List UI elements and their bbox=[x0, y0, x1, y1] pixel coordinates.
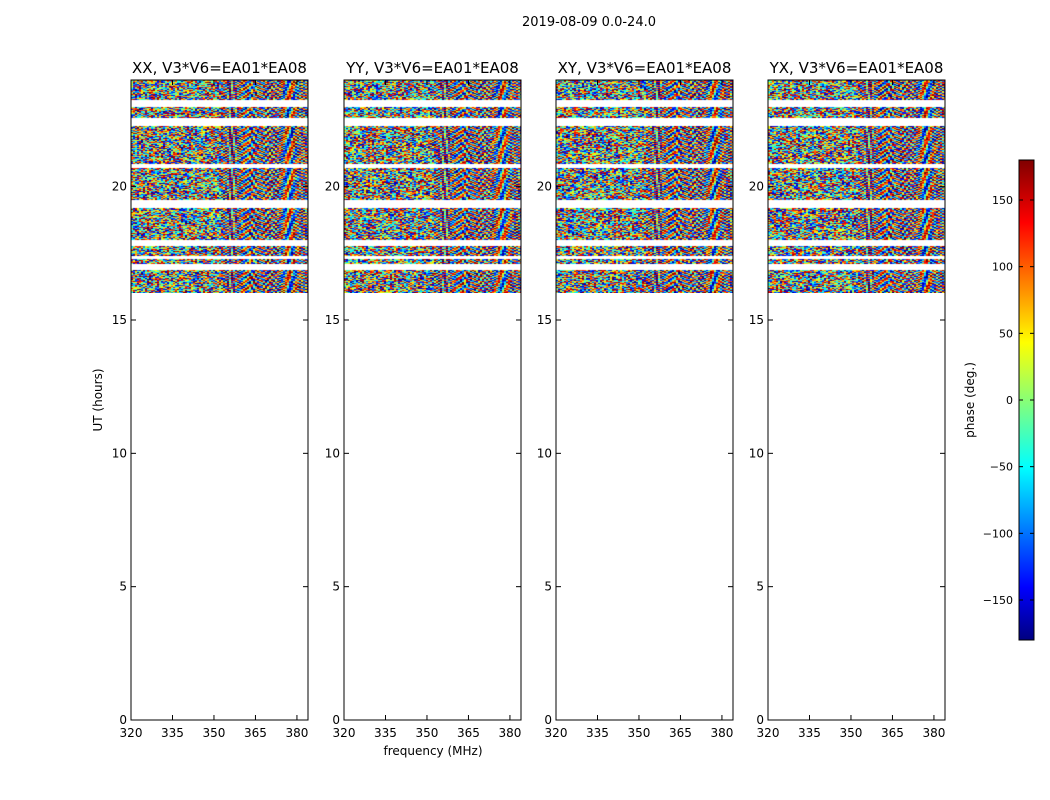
y-tick-label: 15 bbox=[112, 313, 127, 327]
y-tick-label: 5 bbox=[756, 580, 764, 594]
x-tick-label: 335 bbox=[798, 726, 821, 740]
panel-title: XX, V3*V6=EA01*EA08 bbox=[132, 59, 307, 77]
y-tick-label: 5 bbox=[332, 580, 340, 594]
panel-xx: XX, V3*V6=EA01*EA08 320 335 350 365 380 0 5 10 15… bbox=[112, 59, 309, 740]
y-tick-label: 5 bbox=[544, 580, 552, 594]
phase-heatmap-yx bbox=[768, 80, 945, 293]
y-tick-label: 10 bbox=[112, 446, 127, 460]
panel-frame bbox=[555, 79, 734, 721]
x-tick-label: 350 bbox=[628, 726, 651, 740]
colorbar-ticks: −150 −100 −50 0 50 100 150 bbox=[983, 194, 1034, 607]
y-tick-label: 20 bbox=[325, 180, 340, 194]
x-tick-label: 380 bbox=[922, 726, 945, 740]
panel-yy: YY, V3*V6=EA01*EA08 320 335 350 365 380 0 5 10 15… bbox=[325, 59, 522, 740]
x-axis-label: frequency (MHz) bbox=[383, 744, 482, 758]
y-axis-label: UT (hours) bbox=[91, 368, 105, 431]
x-tick-label: 380 bbox=[285, 726, 308, 740]
x-tick-label: 335 bbox=[586, 726, 609, 740]
x-tick-label: 365 bbox=[669, 726, 692, 740]
y-tick-label: 0 bbox=[119, 713, 127, 727]
y-tick-label: 10 bbox=[749, 446, 764, 460]
panel-title: XY, V3*V6=EA01*EA08 bbox=[558, 59, 732, 77]
y-tick-label: 0 bbox=[332, 713, 340, 727]
colorbar-tick-label: 0 bbox=[1006, 394, 1013, 407]
x-tick-label: 365 bbox=[457, 726, 480, 740]
colorbar-label: phase (deg.) bbox=[963, 362, 977, 438]
y-tick-label: 15 bbox=[537, 313, 552, 327]
y-tick-label: 10 bbox=[325, 446, 340, 460]
figure-title: 2019-08-09 0.0-24.0 bbox=[522, 15, 656, 30]
colorbar-tick-label: 50 bbox=[999, 327, 1013, 340]
panel-title: YX, V3*V6=EA01*EA08 bbox=[769, 59, 944, 77]
x-tick-label: 350 bbox=[840, 726, 863, 740]
panels-group: XX, V3*V6=EA01*EA08 320 335 350 365 380 0 5 10 15… bbox=[112, 59, 946, 740]
phase-heatmap-xy bbox=[556, 80, 733, 293]
x-tick-label: 380 bbox=[498, 726, 521, 740]
colorbar-tick-label: −150 bbox=[983, 594, 1013, 607]
y-tick-label: 20 bbox=[112, 180, 127, 194]
panel-xy: XY, V3*V6=EA01*EA08 320 335 350 365 380 0 5 10 15… bbox=[537, 59, 734, 740]
panel-title: YY, V3*V6=EA01*EA08 bbox=[345, 59, 519, 77]
y-tick-label: 0 bbox=[544, 713, 552, 727]
x-tick-label: 350 bbox=[203, 726, 226, 740]
colorbar-tick-label: 100 bbox=[992, 261, 1013, 274]
x-tick-label: 320 bbox=[757, 726, 780, 740]
x-tick-label: 320 bbox=[333, 726, 356, 740]
x-tick-label: 335 bbox=[161, 726, 184, 740]
y-tick-label: 15 bbox=[749, 313, 764, 327]
colorbar-tick-label: −50 bbox=[990, 461, 1013, 474]
x-tick-label: 365 bbox=[881, 726, 904, 740]
y-tick-label: 10 bbox=[537, 446, 552, 460]
colorbar-tick-label: −100 bbox=[983, 527, 1013, 540]
x-tick-label: 365 bbox=[244, 726, 267, 740]
panel-frame bbox=[130, 79, 309, 721]
x-tick-label: 335 bbox=[374, 726, 397, 740]
y-tick-label: 20 bbox=[749, 180, 764, 194]
x-tick-label: 380 bbox=[710, 726, 733, 740]
y-tick-label: 0 bbox=[756, 713, 764, 727]
colorbar: −150 −100 −50 0 50 100 150 phase (deg.) bbox=[963, 159, 1035, 641]
colorbar-tick-label: 150 bbox=[992, 194, 1013, 207]
phase-heatmap-xx bbox=[131, 80, 308, 293]
y-tick-label: 5 bbox=[119, 580, 127, 594]
panel-yx: YX, V3*V6=EA01*EA08 320 335 350 365 380 0 5 10 15… bbox=[749, 59, 946, 740]
x-tick-label: 320 bbox=[545, 726, 568, 740]
phase-heatmap-yy bbox=[344, 80, 521, 293]
panel-frame bbox=[767, 79, 946, 721]
panel-frame bbox=[343, 79, 522, 721]
x-tick-label: 320 bbox=[120, 726, 143, 740]
y-tick-label: 20 bbox=[537, 180, 552, 194]
y-tick-label: 15 bbox=[325, 313, 340, 327]
x-tick-label: 350 bbox=[416, 726, 439, 740]
